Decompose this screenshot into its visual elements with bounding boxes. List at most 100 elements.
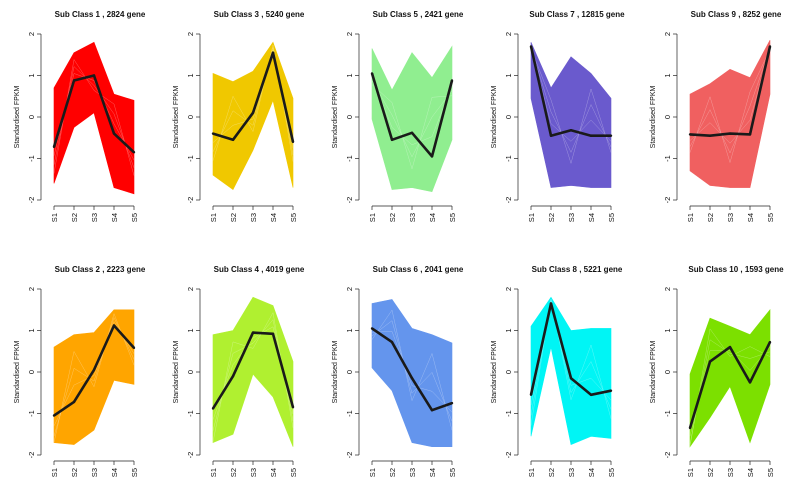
- x-tick-label: S1: [527, 213, 536, 222]
- y-tick-label: -2: [504, 197, 513, 204]
- mean-point: [569, 129, 573, 132]
- x-tick-label: S2: [229, 468, 238, 477]
- mean-point: [609, 389, 613, 392]
- x-tick-label: S5: [289, 468, 298, 477]
- y-tick-label: 1: [186, 328, 195, 332]
- mean-point: [529, 393, 533, 396]
- panel-svg: Sub Class 8 , 5221 gene Standardised FPKM…: [491, 265, 623, 477]
- mean-point: [450, 79, 454, 82]
- mean-point: [390, 138, 394, 141]
- panel-svg: Sub Class 5 , 2421 gene Standardised FPKM…: [332, 10, 464, 222]
- mean-point: [748, 381, 752, 384]
- figure: Sub Class 1 , 2824 gene Standardised FPKM…: [0, 0, 784, 477]
- panel-svg: Sub Class 3 , 5240 gene Standardised FPKM…: [173, 10, 305, 222]
- x-tick-label: S2: [70, 468, 79, 477]
- y-tick-label: -1: [27, 155, 36, 162]
- x-tick-label: S2: [229, 213, 238, 222]
- x-tick-label: S1: [209, 213, 218, 222]
- profile-band: [371, 45, 453, 193]
- panel-title: Sub Class 9 , 8252 gene: [691, 10, 782, 19]
- mean-point: [728, 132, 732, 135]
- x-tick-label: S3: [567, 213, 576, 222]
- y-tick-label: -1: [663, 410, 672, 417]
- y-tick-label: 1: [345, 73, 354, 77]
- x-tick-label: S4: [587, 468, 596, 477]
- mean-point: [768, 45, 772, 48]
- profile-line: [212, 311, 294, 442]
- panel-title: Sub Class 8 , 5221 gene: [532, 265, 623, 274]
- mean-point: [589, 134, 593, 137]
- y-tick-label: -2: [504, 452, 513, 459]
- x-tick-label: S1: [50, 468, 59, 477]
- panel-title: Sub Class 4 , 4019 gene: [214, 265, 305, 274]
- x-tick-label: S1: [368, 213, 377, 222]
- mean-point: [291, 406, 295, 409]
- panel-title: Sub Class 6 , 2041 gene: [373, 265, 464, 274]
- x-tick-label: S1: [527, 468, 536, 477]
- y-tick-label: 0: [186, 370, 195, 374]
- y-tick-label: -1: [663, 155, 672, 162]
- profile-band: [530, 296, 612, 446]
- profile-line: [530, 47, 612, 153]
- y-tick-label: -1: [345, 155, 354, 162]
- chart-panel: Sub Class 6 , 2041 gene Standardised FPKM…: [318, 255, 477, 494]
- y-axis-label: Standardised FPKM: [491, 341, 498, 404]
- panel-title: Sub Class 5 , 2421 gene: [373, 10, 464, 19]
- profile-line: [530, 298, 612, 426]
- y-tick-label: -1: [186, 410, 195, 417]
- y-tick-label: 0: [186, 115, 195, 119]
- profile-line: [53, 58, 135, 176]
- chart-panel: Sub Class 7 , 12815 gene Standardised FPK…: [477, 0, 636, 239]
- y-axis-label: Standardised FPKM: [173, 86, 180, 149]
- profile-band: [53, 41, 135, 195]
- x-tick-label: S5: [448, 468, 457, 477]
- mean-point: [52, 414, 56, 417]
- y-tick-label: -1: [504, 410, 513, 417]
- profile-line: [371, 77, 453, 146]
- y-tick-label: -2: [186, 452, 195, 459]
- chart-panel: Sub Class 4 , 4019 gene Standardised FPKM…: [159, 255, 318, 494]
- profile-line: [371, 320, 453, 422]
- chart-panel: Sub Class 1 , 2824 gene Standardised FPKM…: [0, 0, 159, 239]
- profile-band: [689, 40, 771, 188]
- x-tick-label: S5: [607, 468, 616, 477]
- y-tick-label: 2: [27, 32, 36, 36]
- panel-title: Sub Class 10 , 1593 gene: [688, 265, 784, 274]
- x-tick-label: S4: [269, 213, 278, 222]
- profile-band: [530, 42, 612, 188]
- mean-point: [589, 393, 593, 396]
- x-tick-label: S3: [726, 213, 735, 222]
- x-tick-label: S4: [746, 213, 755, 222]
- mean-point: [72, 79, 76, 82]
- profile-line: [689, 339, 771, 445]
- y-tick-label: -2: [663, 452, 672, 459]
- mean-point: [72, 400, 76, 404]
- profile-line: [530, 47, 612, 142]
- y-axis-label: Standardised FPKM: [173, 341, 180, 404]
- mean-point: [748, 133, 752, 136]
- chart-panel: Sub Class 3 , 5240 gene Standardised FPKM…: [159, 0, 318, 239]
- profile-line: [371, 80, 453, 158]
- y-axis-label: Standardised FPKM: [14, 86, 21, 149]
- x-tick-label: S3: [90, 213, 99, 222]
- x-tick-label: S3: [249, 213, 258, 222]
- profile-line: [371, 84, 453, 170]
- y-tick-label: 2: [345, 287, 354, 291]
- profile-line: [689, 328, 771, 447]
- profile-line: [689, 49, 771, 164]
- x-tick-label: S5: [766, 468, 775, 477]
- profile-line: [689, 47, 771, 144]
- mean-point: [768, 340, 772, 344]
- panel-title: Sub Class 7 , 12815 gene: [529, 10, 625, 19]
- profile-line: [371, 331, 453, 413]
- x-tick-label: S4: [428, 213, 437, 222]
- x-tick-label: S5: [766, 213, 775, 222]
- y-tick-label: 2: [186, 287, 195, 291]
- x-tick-label: S2: [706, 213, 715, 222]
- x-tick-label: S1: [368, 468, 377, 477]
- chart-panel: Sub Class 8 , 5221 gene Standardised FPKM…: [477, 255, 636, 494]
- panel-svg: Sub Class 7 , 12815 gene Standardised FPK…: [491, 10, 625, 222]
- mean-point: [231, 138, 235, 141]
- mean-point: [728, 345, 732, 349]
- y-tick-label: 0: [27, 370, 36, 374]
